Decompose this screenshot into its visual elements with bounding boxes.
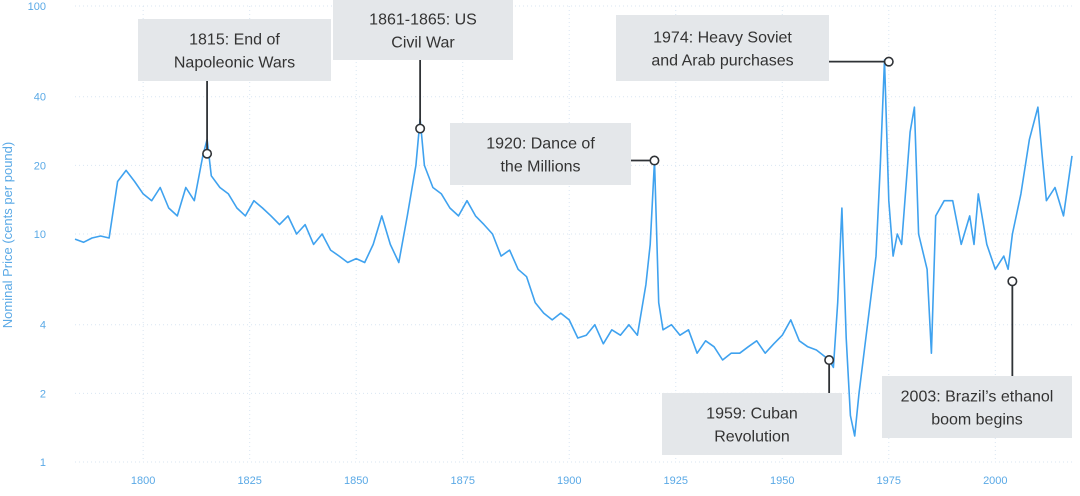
y-tick-label: 40: [34, 92, 46, 104]
annotation-text: 1920: Dance of: [486, 136, 595, 153]
x-tick-label: 1800: [131, 475, 155, 487]
annotation: 1974: Heavy Soviet and Arab purchases: [616, 15, 894, 81]
annotation: 1920: Dance of the Millions: [450, 123, 660, 185]
y-tick-label: 20: [34, 160, 46, 172]
grid: [75, 5, 1072, 463]
price-series-line: [74, 59, 1073, 437]
annotation-box: [333, 0, 513, 60]
annotations: 1815: End of Napoleonic Wars 1861-1865: US…: [138, 0, 1072, 455]
y-tick-label: 2: [40, 388, 46, 400]
annotation-text: Napoleonic Wars: [174, 55, 295, 72]
annotation-text: 2003: Brazil’s ethanol: [901, 389, 1054, 406]
series-layer: [74, 59, 1073, 437]
y-tick-label: 100: [28, 1, 46, 13]
annotation-text: boom begins: [931, 412, 1023, 429]
annotation-text: and Arab purchases: [651, 53, 793, 70]
annotation-marker: [202, 148, 213, 159]
x-tick-label: 1825: [237, 475, 261, 487]
annotation-marker: [883, 56, 894, 67]
annotation-marker: [1007, 276, 1018, 287]
x-tick-label: 1850: [344, 475, 368, 487]
x-tick-label: 1950: [770, 475, 794, 487]
y-tick-label: 1: [40, 457, 46, 469]
annotation: 1959: Cuban Revolution: [662, 355, 842, 455]
y-tick-label: 4: [40, 320, 46, 332]
annotation-marker: [649, 155, 660, 166]
annotation: 1861-1865: US Civil War: [333, 0, 513, 134]
annotation-box: [662, 393, 842, 455]
annotation: 1815: End of Napoleonic Wars: [138, 19, 331, 159]
annotation-marker: [824, 355, 835, 366]
annotation-text: 1815: End of: [189, 32, 280, 49]
x-tick-label: 1975: [877, 475, 901, 487]
annotation-box: [882, 376, 1072, 438]
annotation-text: 1974: Heavy Soviet: [653, 30, 792, 47]
y-axis-title: Nominal Price (cents per pound): [0, 142, 15, 328]
annotation-text: Revolution: [714, 429, 790, 446]
annotation-box: [616, 15, 829, 81]
annotation-marker: [415, 123, 426, 134]
x-tick-label: 1900: [557, 475, 581, 487]
annotation-text: the Millions: [500, 159, 580, 176]
y-axis-ticks: 1 2 4 10 20 40 100: [28, 1, 46, 469]
annotation-box: [138, 19, 331, 81]
x-tick-label: 1925: [664, 475, 688, 487]
annotation: 2003: Brazil’s ethanol boom begins: [882, 276, 1072, 438]
annotation-box: [450, 123, 631, 185]
annotation-text: 1861-1865: US: [369, 12, 477, 29]
y-tick-label: 10: [34, 229, 46, 241]
annotation-text: 1959: Cuban: [706, 406, 798, 423]
x-axis-ticks: 1800 1825 1850 1875 1900 1925 1950 1975 2000: [131, 475, 1008, 487]
annotation-text: Civil War: [391, 35, 455, 52]
x-tick-label: 2000: [983, 475, 1007, 487]
x-tick-label: 1875: [450, 475, 474, 487]
